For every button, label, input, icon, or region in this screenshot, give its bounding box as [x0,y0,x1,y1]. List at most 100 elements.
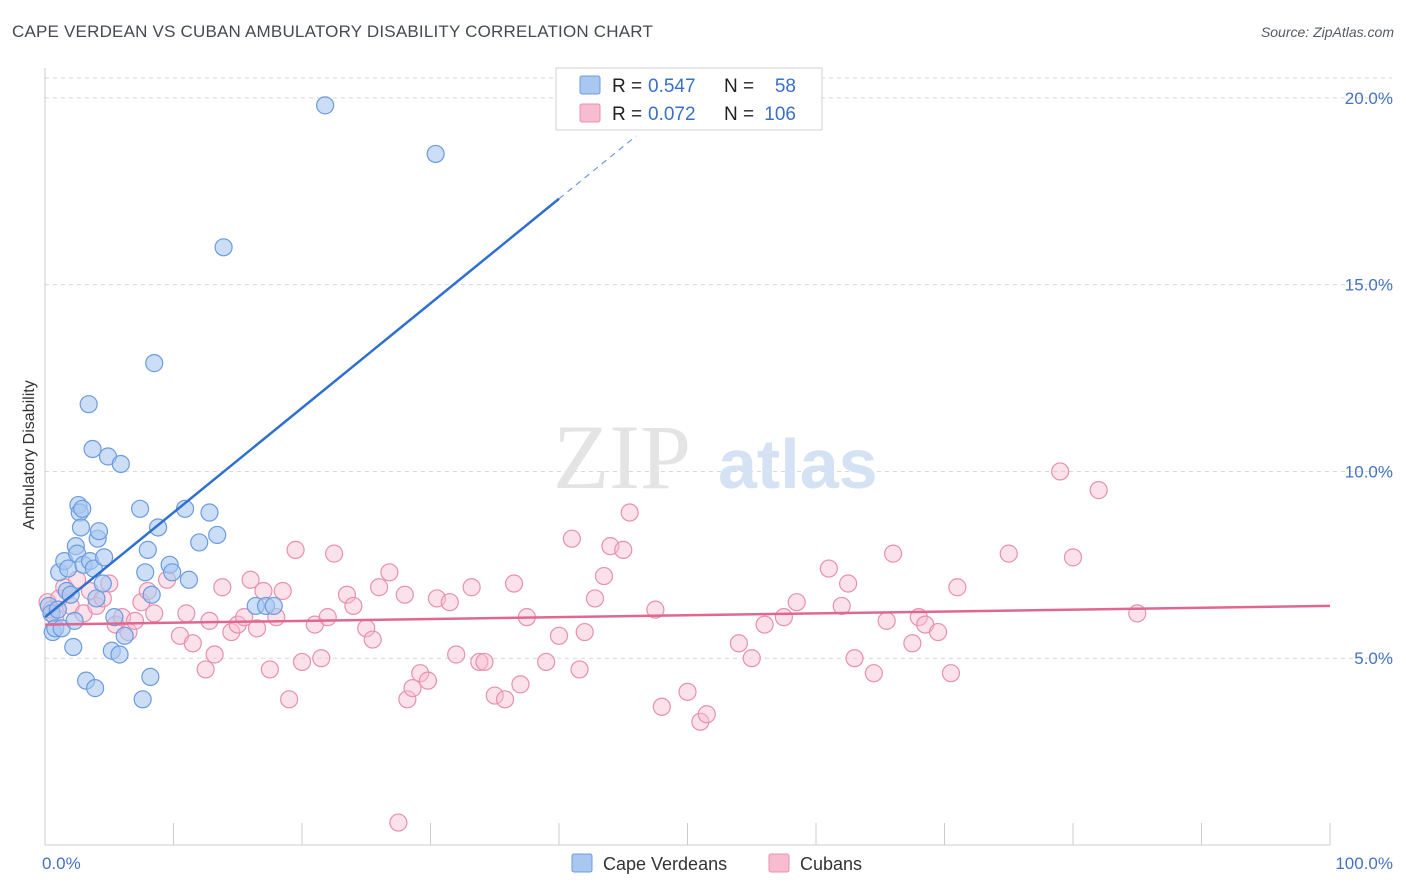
cape-point [71,518,91,537]
trend-lines [44,135,1331,626]
cuban-point [774,608,793,627]
cuban-series-label: Cubans [800,854,862,874]
cuban-point [312,649,331,668]
cuban-point [691,712,710,731]
watermark: ZIP atlas [553,406,878,508]
cape-point [86,679,105,698]
cuban-point [948,578,967,597]
cape-n-value: 58 [775,76,796,97]
cuban-point [145,604,164,623]
cuban-point [562,529,581,548]
cuban-point [883,544,903,563]
cuban-point [1063,548,1083,567]
chart-title: CAPE VERDEAN VS CUBAN AMBULATORY DISABIL… [12,22,654,41]
cuban-point [125,611,145,630]
cuban-point [462,578,481,597]
cuban-point [205,645,224,664]
cuban-point [398,690,417,709]
cuban-point [697,705,716,724]
cuban-n-label: N = [724,104,754,125]
cuban-n-value: 106 [764,104,796,125]
cuban-r-label: R = [612,104,642,125]
cuban-point [678,682,697,701]
cape-n-label: N = [724,76,754,97]
cape-point [95,548,114,567]
cuban-point [570,660,589,679]
cuban-point [280,690,299,709]
cape-point [79,395,98,414]
cuban-point [832,596,851,616]
cuban-point [819,559,838,578]
x-tick-label: 0.0% [42,854,81,873]
cuban-point [325,544,344,563]
cape-point [59,559,78,578]
cuban-point [440,593,459,612]
cuban-point [411,664,430,683]
cuban-point [504,574,524,593]
cape-trend-line [44,197,560,619]
cuban-legend-swatch [579,103,601,123]
cuban-point [273,581,292,601]
cape-point [163,563,182,582]
cuban-point [389,813,408,832]
cuban-point [380,563,399,582]
cuban-point [652,697,671,716]
cuban-point [620,503,639,522]
cuban-point [344,596,363,616]
cape-point [136,563,155,582]
watermark-zip: ZIP [553,406,691,508]
cuban-point [254,581,273,601]
cuban-point [200,611,219,630]
cape-point [48,600,67,619]
cuban-point [485,686,504,705]
cape-point [110,645,129,664]
cuban-point [594,566,614,586]
cape-point [130,499,150,518]
cape-point [89,522,109,541]
cape-point [426,144,445,164]
cuban-point [614,540,633,559]
cape-point [133,690,152,709]
cuban-point [447,645,466,664]
stats-legend: R = 0.547 N = 58 R = 0.072 N = 106 [555,67,823,131]
cape-point [142,585,161,604]
cuban-point [363,630,382,649]
cuban-point [337,585,357,604]
cuban-point [742,649,761,668]
cuban-point [222,622,241,642]
cape-r-value: 0.547 [648,76,696,97]
watermark-atlas: atlas [718,425,878,503]
y-tick-label: 5.0% [1354,649,1393,668]
cape-point [138,540,157,559]
cuban-point [495,690,515,709]
source-label: Source: ZipAtlas.com [1260,24,1394,40]
cuban-point [839,574,858,593]
cuban-point [928,622,948,642]
cape-series-swatch [571,853,593,873]
cape-point [115,626,134,645]
cape-point [145,354,164,373]
cuban-point [247,619,267,638]
cuban-point [1051,462,1070,481]
x-tick-labels: 0.0% 100.0% [42,854,1393,873]
cape-trend-extension [558,135,637,200]
y-axis-title: Ambulatory Disability [21,380,38,529]
cape-point [190,533,209,552]
cuban-point [475,652,494,672]
gridlines [45,77,1392,659]
cape-point [141,667,160,686]
cape-point [64,637,83,657]
cape-verdeans-points [39,96,445,709]
cuban-point [511,675,530,694]
y-tick-label: 10.0% [1345,462,1393,481]
cuban-point [999,544,1018,563]
cuban-point [646,600,665,619]
cuban-point [845,649,864,668]
cuban-series-swatch [768,853,790,873]
cuban-point [787,593,806,612]
cape-series-label: Cape Verdeans [603,854,727,874]
cuban-point [370,578,389,597]
cuban-point [575,622,594,642]
cuban-point [941,664,961,683]
